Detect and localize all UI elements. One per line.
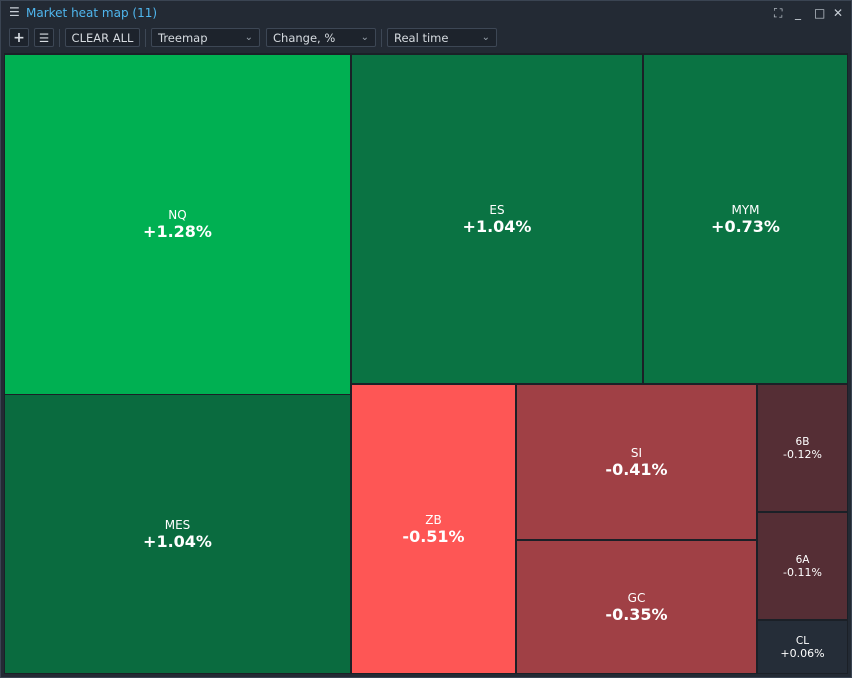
- minimize-icon[interactable]: _: [795, 6, 801, 20]
- close-icon[interactable]: ✕: [833, 6, 844, 20]
- tile-si[interactable]: SI -0.41%: [517, 385, 756, 539]
- fullscreen-icon[interactable]: ⛶: [774, 6, 783, 20]
- hamburger-menu-icon[interactable]: ☰: [9, 5, 20, 19]
- title-bar: ☰ Market heat map (11) ⛶ _ □ ✕: [1, 1, 851, 27]
- tile-symbol: GC: [627, 590, 646, 605]
- update-mode-dropdown[interactable]: Real time ⌄: [387, 28, 497, 47]
- tile-change: +1.28%: [143, 222, 212, 241]
- view-type-dropdown[interactable]: Treemap ⌄: [151, 28, 260, 47]
- tile-zb[interactable]: ZB -0.51%: [352, 385, 515, 673]
- tile-symbol: MYM: [731, 202, 760, 217]
- clear-all-button[interactable]: CLEAR ALL: [65, 28, 140, 47]
- tile-change: +0.73%: [711, 216, 780, 236]
- list-view-icon[interactable]: ☰: [34, 28, 54, 47]
- tile-change: -0.41%: [605, 459, 668, 479]
- tile-symbol: 6B: [795, 435, 810, 448]
- tile-symbol: MES: [164, 517, 191, 532]
- metric-dropdown[interactable]: Change, % ⌄: [266, 28, 376, 47]
- tile-symbol: ZB: [425, 512, 442, 527]
- update-mode-value: Real time: [394, 31, 449, 45]
- tile-change: +1.04%: [462, 216, 532, 236]
- tile-es[interactable]: ES +1.04%: [352, 55, 642, 383]
- add-button[interactable]: +: [9, 28, 29, 47]
- tile-cl[interactable]: CL +0.06%: [758, 621, 847, 673]
- toolbar: + ☰ CLEAR ALL Treemap ⌄ Change, % ⌄ Real t…: [1, 28, 851, 50]
- tile-symbol: SI: [630, 445, 643, 460]
- tile-mes[interactable]: MES +1.04%: [5, 395, 350, 673]
- tile-symbol: CL: [795, 634, 810, 647]
- tile-nq[interactable]: NQ +1.28%: [5, 55, 350, 394]
- metric-value: Change, %: [273, 31, 336, 45]
- maximize-icon[interactable]: □: [814, 6, 826, 20]
- tile-symbol: ES: [489, 202, 505, 217]
- window-title: Market heat map (11): [26, 6, 158, 20]
- tile-symbol: 6A: [795, 553, 810, 566]
- tile-change: -0.35%: [605, 604, 668, 624]
- tile-mym[interactable]: MYM +0.73%: [644, 55, 847, 383]
- tile-change: -0.11%: [783, 565, 822, 579]
- view-type-value: Treemap: [158, 31, 208, 45]
- tile-6b[interactable]: 6B -0.12%: [758, 385, 847, 511]
- tile-change: -0.51%: [402, 526, 465, 546]
- tile-change: -0.12%: [783, 447, 822, 461]
- chevron-down-icon: ⌄: [244, 32, 253, 43]
- tile-change: +0.06%: [780, 646, 825, 660]
- tile-6a[interactable]: 6A -0.11%: [758, 513, 847, 619]
- divider: [145, 29, 146, 47]
- divider: [59, 29, 60, 47]
- chevron-down-icon: ⌄: [360, 32, 369, 43]
- tile-symbol: NQ: [168, 208, 187, 222]
- tile-gc[interactable]: GC -0.35%: [517, 541, 756, 673]
- tile-change: +1.04%: [143, 531, 212, 551]
- chevron-down-icon: ⌄: [481, 32, 490, 43]
- divider: [381, 29, 382, 47]
